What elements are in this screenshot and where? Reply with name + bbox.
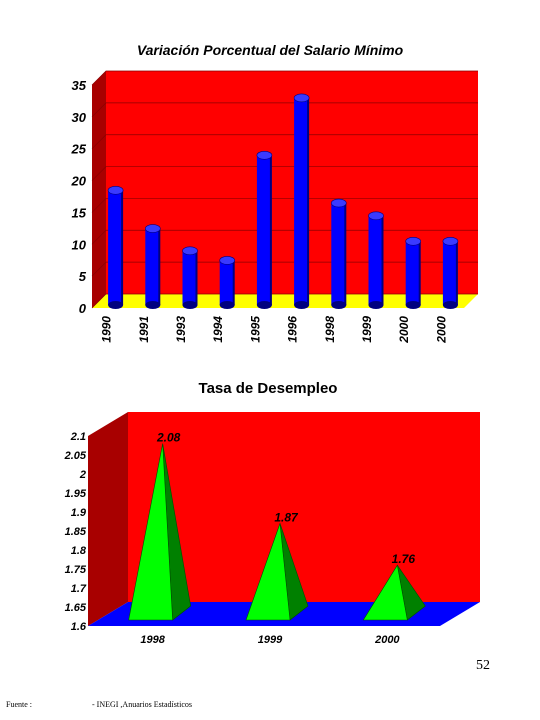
- page-number: 52: [476, 658, 490, 673]
- x-tick-label: 1991: [137, 316, 151, 343]
- y-tick-label: 10: [72, 237, 87, 252]
- y-tick-label: 1.75: [65, 564, 87, 576]
- bar-base: [182, 301, 198, 309]
- bar-base: [108, 301, 124, 309]
- x-tick-label: 1993: [174, 316, 188, 343]
- x-tick-label: 1998: [323, 316, 337, 343]
- bar: [256, 155, 270, 305]
- bar-cap: [145, 224, 161, 233]
- y-tick-label: 5: [79, 269, 87, 284]
- x-tick-label: 1995: [248, 316, 262, 343]
- y-tick-label: 1.6: [71, 621, 87, 633]
- data-label: 2.08: [156, 431, 181, 445]
- grid-lines: [91, 70, 478, 309]
- grid-line: [91, 134, 478, 149]
- data-label: 1.76: [392, 552, 416, 566]
- x-tick-label: 1999: [360, 316, 374, 343]
- y-tick-label: 2: [79, 469, 86, 481]
- pyramids: [128, 443, 426, 621]
- back-wall: [128, 412, 480, 602]
- bar-base: [368, 301, 384, 309]
- bar-cap: [107, 186, 124, 195]
- x-tick-label: 1999: [258, 634, 283, 646]
- y-tick-label: 2.1: [70, 431, 86, 443]
- grid-line: [91, 293, 478, 309]
- side-wall: [92, 71, 106, 308]
- bar: [331, 203, 345, 305]
- data-label: 1.87: [274, 510, 299, 524]
- x-tick-label: 1990: [100, 316, 114, 343]
- y-axis-ticks: 1.6 1.65 1.7 1.75 1.8 1.85 1.9 1.95 2 2.05 2.1: [64, 431, 87, 633]
- data-labels: 2.08 1.87 1.76: [156, 431, 415, 567]
- y-tick-label: 1.65: [65, 602, 87, 614]
- y-tick-label: 35: [72, 78, 87, 93]
- x-tick-label: 2000: [397, 316, 411, 344]
- x-tick-label: 1998: [140, 634, 165, 646]
- y-tick-label: 1.8: [71, 545, 87, 557]
- x-tick-label: 1996: [286, 316, 300, 343]
- grid-line: [91, 166, 478, 181]
- x-tick-label: 2000: [434, 316, 448, 344]
- bar-cap: [442, 236, 459, 246]
- y-tick-label: 20: [71, 174, 87, 189]
- bar: [442, 241, 456, 305]
- pyramid: [245, 523, 291, 621]
- bar-base: [405, 301, 421, 309]
- y-tick-label: 1.7: [71, 583, 87, 595]
- x-tick-label: 1994: [211, 316, 225, 343]
- x-axis-ticks: 1990 1991 1993 1994 1995 1996 1998 1999 2000 2000: [100, 316, 449, 344]
- y-tick-label: 15: [72, 205, 87, 220]
- bar-cap: [293, 93, 310, 103]
- bar-base: [442, 301, 458, 309]
- bar-base: [331, 301, 347, 309]
- bar: [405, 241, 419, 305]
- bar: [368, 215, 382, 305]
- bar-cap: [256, 150, 273, 160]
- bar: [145, 228, 159, 305]
- side-wall: [88, 412, 128, 626]
- bar: [219, 260, 233, 305]
- bar: [108, 190, 122, 305]
- y-tick-label: 30: [72, 110, 87, 125]
- y-tick-label: 25: [71, 142, 87, 157]
- bar-cap: [182, 246, 198, 256]
- bar-base: [256, 301, 272, 309]
- y-axis-ticks: 0 5 10 15 20 25 30 35: [71, 78, 87, 316]
- y-tick-label: 0: [79, 301, 87, 316]
- bar-base: [145, 301, 161, 309]
- y-tick-label: 1.85: [65, 526, 87, 538]
- x-tick-label: 2000: [374, 634, 400, 646]
- bar-cap: [330, 198, 347, 208]
- bar: [294, 97, 308, 305]
- x-axis-ticks: 1998 1999 2000: [140, 634, 400, 646]
- bar: [182, 250, 196, 305]
- y-tick-label: 2.05: [64, 450, 87, 462]
- footer-source: - INEGI ,Anuarios Estadísticos: [92, 700, 192, 709]
- bar-cap: [405, 236, 422, 246]
- chart-title: Variación Porcentual del Salario Mínimo: [137, 42, 404, 58]
- grid-line: [91, 261, 478, 277]
- pyramid: [362, 564, 408, 621]
- bar-base: [219, 301, 235, 309]
- bar-cap: [219, 256, 235, 265]
- grid-line: [91, 70, 478, 86]
- pyramid: [128, 443, 173, 621]
- bars: [107, 93, 459, 309]
- footer-label: Fuente :: [6, 700, 32, 709]
- bar-base: [294, 301, 310, 309]
- bar-cap: [368, 211, 384, 221]
- grid-line: [91, 198, 478, 213]
- y-tick-label: 1.9: [71, 507, 87, 519]
- salary-chart: Variación Porcentual del Salario Mínimo …: [71, 42, 478, 344]
- back-wall: [106, 71, 478, 294]
- grid-line: [91, 102, 478, 118]
- chart-title: Tasa de Desempleo: [199, 380, 338, 397]
- y-tick-label: 1.95: [65, 488, 87, 500]
- grid-line: [91, 229, 478, 245]
